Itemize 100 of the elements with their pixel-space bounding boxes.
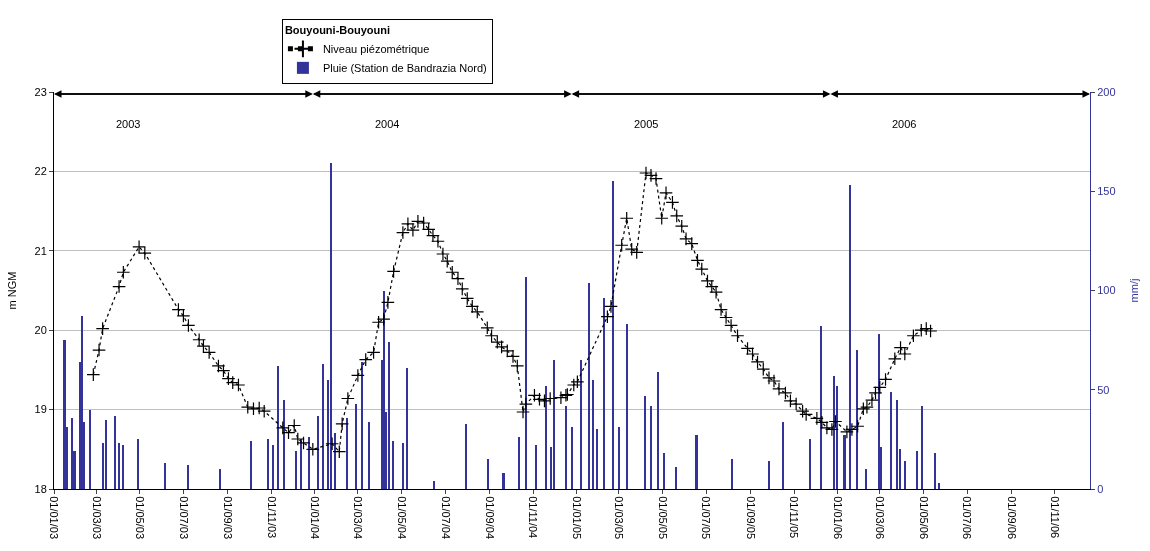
x-tick-label: 01/07/05	[700, 496, 713, 540]
bar	[938, 483, 940, 489]
x-tick-label: 01/09/05	[744, 496, 757, 540]
bar	[388, 342, 390, 489]
bar	[626, 324, 628, 489]
x-tick-label: 01/07/04	[439, 496, 452, 540]
bar	[588, 283, 590, 489]
bar	[383, 291, 385, 489]
x-tick-label: 01/11/03	[265, 496, 278, 539]
x-tick-label: 01/07/06	[961, 496, 974, 540]
bar	[657, 372, 659, 489]
y-tick-label: 19	[34, 403, 47, 416]
bar	[603, 298, 605, 489]
bar	[277, 366, 279, 489]
bar	[114, 416, 116, 489]
bar	[675, 467, 677, 489]
bar	[187, 465, 189, 489]
bar	[368, 422, 370, 489]
y2-tick-label: 200	[1097, 85, 1116, 98]
bar	[695, 435, 698, 489]
bar	[644, 396, 646, 489]
x-tick-label: 01/03/05	[613, 496, 626, 540]
y-tick-label: 22	[34, 165, 47, 178]
bar	[865, 469, 867, 489]
x-tick-label: 01/05/03	[134, 496, 147, 540]
bar	[833, 376, 835, 489]
bar	[283, 400, 285, 489]
bar	[137, 439, 139, 489]
bar	[768, 461, 770, 489]
bar	[105, 420, 107, 489]
annotation: 2003	[116, 118, 141, 130]
bar	[465, 424, 467, 489]
y-tick-label: 21	[34, 244, 47, 257]
bar	[295, 451, 297, 489]
bar	[553, 360, 555, 489]
bar	[71, 418, 73, 489]
bar	[322, 364, 324, 489]
bar	[934, 453, 936, 489]
legend-label: Niveau piézométrique	[322, 43, 430, 56]
bar	[487, 459, 489, 489]
bar	[164, 463, 166, 489]
x-tick-label: 01/07/03	[177, 496, 190, 540]
bar	[596, 429, 598, 489]
annotation: 2005	[634, 118, 659, 130]
bar	[355, 404, 357, 489]
bar	[330, 163, 332, 489]
bar	[334, 433, 336, 489]
bar	[878, 334, 880, 489]
y2-tick-label: 0	[1097, 482, 1104, 495]
bar	[618, 427, 620, 489]
x-tick-label: 01/01/04	[309, 496, 322, 540]
bar	[63, 340, 66, 489]
x-tick-label: 01/11/04	[527, 496, 540, 539]
bar	[406, 368, 408, 489]
x-tick-label: 01/05/05	[656, 496, 669, 540]
y2-tick-label: 100	[1097, 284, 1116, 297]
x-tick-label: 01/09/03	[222, 496, 235, 540]
bar	[317, 416, 319, 489]
bar	[890, 392, 892, 489]
bar	[272, 445, 274, 489]
x-tick-label: 01/03/06	[874, 496, 887, 540]
legend-label: Pluie (Station de Bandrazia Nord)	[322, 62, 487, 75]
bar	[346, 418, 348, 489]
bar	[571, 427, 573, 489]
bar	[361, 362, 363, 489]
bar	[565, 406, 567, 489]
bar	[612, 181, 614, 489]
y-tick-label: 20	[34, 324, 47, 337]
x-tick-label: 01/05/04	[395, 496, 408, 540]
bar	[921, 406, 923, 489]
bar	[81, 316, 83, 489]
x-tick-label: 01/09/04	[483, 496, 496, 540]
bar	[89, 410, 91, 489]
annotation: 2004	[375, 118, 400, 130]
x-tick-label: 01/11/05	[788, 496, 801, 539]
bar	[525, 277, 527, 489]
bar	[650, 406, 652, 489]
x-tick-label: 01/01/05	[571, 496, 584, 540]
bar	[392, 441, 394, 489]
x-tick-label: 01/05/06	[917, 496, 930, 540]
bar	[782, 422, 784, 489]
bar	[545, 386, 547, 489]
bar	[809, 439, 811, 489]
bar	[820, 326, 822, 489]
bar	[308, 437, 310, 489]
x-tick-label: 01/11/06	[1049, 496, 1062, 539]
bar	[219, 469, 221, 489]
x-tick-label: 01/03/04	[352, 496, 365, 540]
y-tick-label: 18	[34, 482, 47, 495]
y2-tick-label: 150	[1097, 185, 1116, 198]
bar	[663, 453, 665, 489]
bar	[916, 451, 918, 489]
bar	[731, 459, 733, 489]
annotation: 2006	[892, 118, 917, 130]
bar	[300, 439, 302, 489]
bar	[843, 435, 846, 489]
y-tick-label: 23	[34, 85, 47, 98]
x-tick-label: 01/01/03	[48, 496, 61, 540]
bar	[433, 481, 435, 489]
bar	[502, 473, 505, 489]
